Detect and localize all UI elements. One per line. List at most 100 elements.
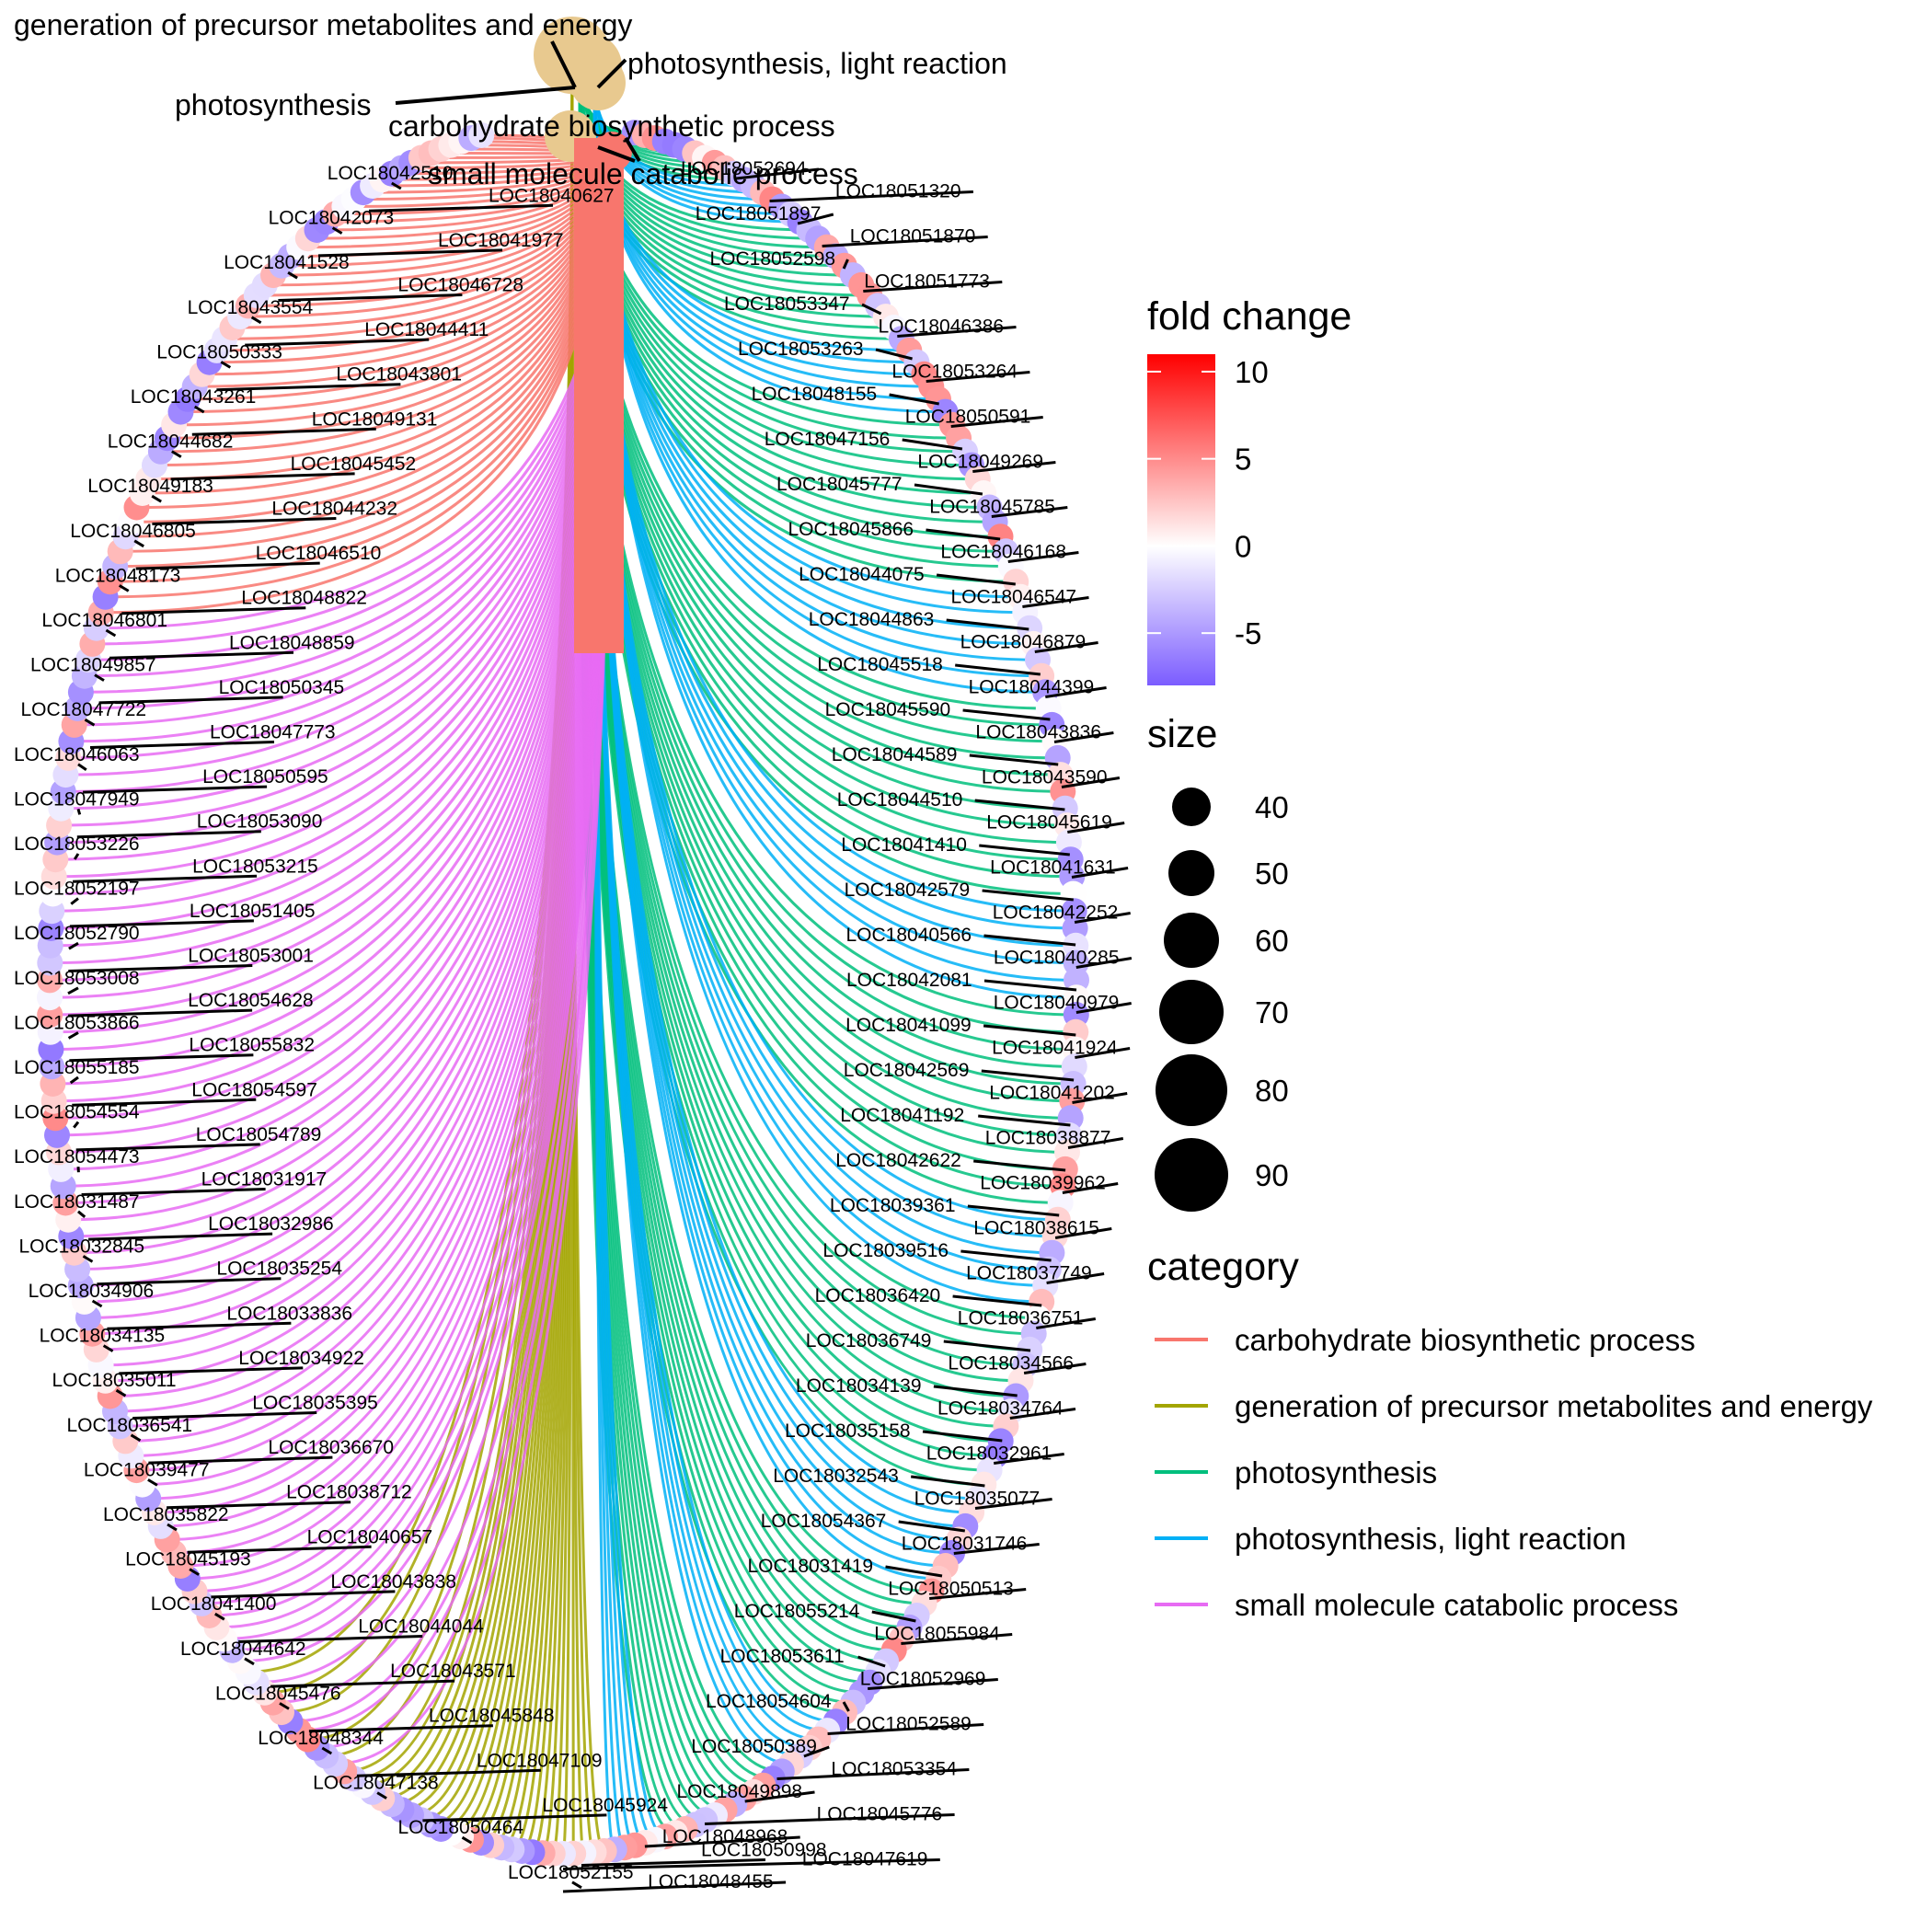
leader-line (952, 1294, 1042, 1307)
gene-label: LOC18055214 (734, 1601, 860, 1622)
leader-line (983, 979, 1077, 992)
gene-label: LOC18054604 (706, 1691, 832, 1712)
leader-line (84, 718, 96, 727)
leader-line (1067, 822, 1125, 834)
gene-label: LOC18050591 (905, 407, 1031, 428)
gene-label: LOC18044589 (832, 744, 958, 765)
gene-label: LOC18047949 (14, 788, 140, 810)
gene-label: LOC18053264 (891, 362, 1018, 383)
leader-line (744, 1790, 815, 1803)
leader-line (422, 1813, 607, 1823)
colorbar-tick-label: 5 (1235, 443, 1251, 477)
gene-label: LOC18038877 (985, 1128, 1111, 1149)
leader-line (152, 517, 337, 525)
leader-line (1062, 1182, 1119, 1194)
gene-label: LOC18032986 (208, 1213, 334, 1235)
leader-line (1045, 686, 1107, 698)
leader-line (1034, 641, 1098, 653)
gene-label: LOC18053866 (14, 1012, 140, 1033)
leader-line (562, 1880, 787, 1893)
leader-line (562, 1858, 940, 1870)
gene-label: LOC18037749 (966, 1263, 1092, 1284)
leader-line (250, 316, 262, 325)
gene-label: LOC18035011 (52, 1370, 177, 1391)
leader-line (121, 606, 306, 615)
gene-label: LOC18048822 (241, 588, 367, 609)
leader-line (842, 259, 849, 270)
size-key-dot (1164, 913, 1219, 968)
gene-label: LOC18034764 (937, 1398, 1064, 1420)
leader-line (974, 1498, 1052, 1510)
gene-label: LOC18040566 (846, 925, 972, 946)
gene-label: LOC18031487 (14, 1191, 140, 1213)
gene-label: LOC18041528 (224, 252, 350, 273)
gene-label: LOC18044642 (180, 1639, 306, 1660)
category-node (570, 55, 626, 110)
gene-label: LOC18050595 (202, 766, 328, 788)
leader-line (356, 1768, 541, 1777)
gene-label: LOC18050389 (691, 1736, 817, 1757)
gene-label: LOC18047109 (477, 1750, 603, 1771)
gene-label: LOC18032845 (19, 1236, 145, 1257)
gene-label: LOC18045452 (291, 454, 417, 475)
leader-line (868, 1678, 998, 1690)
gene-label: LOC18042073 (269, 208, 395, 229)
gene-label: LOC18053090 (197, 811, 323, 833)
gene-label: LOC18050998 (701, 1840, 827, 1861)
fold-change-legend-title: fold change (1147, 294, 1351, 339)
leader-line (953, 1543, 1040, 1555)
gene-label: LOC18035395 (252, 1393, 378, 1414)
leader-line (73, 853, 80, 860)
gene-label: LOC18047722 (21, 699, 147, 720)
gene-label: LOC18052790 (14, 923, 140, 944)
leader-line (308, 1724, 493, 1733)
leader-line (119, 1366, 304, 1375)
leader-line (102, 1344, 114, 1352)
gene-label: LOC18045193 (125, 1549, 251, 1570)
category-leader-line (624, 136, 641, 163)
leader-line (875, 348, 913, 361)
leader-line (933, 1385, 1018, 1397)
leader-line (1053, 731, 1114, 743)
leader-line (983, 1024, 1076, 1037)
leader-line (68, 1008, 253, 1018)
gene-label: LOC18047138 (313, 1773, 439, 1794)
leader-line (974, 799, 1065, 811)
gene-label: LOC18048344 (258, 1728, 384, 1749)
category-label: small molecule catabolic process (428, 157, 858, 190)
category-leader-line (550, 40, 577, 88)
leader-line (368, 203, 554, 213)
leader-line (943, 1340, 1031, 1352)
gene-label: LOC18036541 (67, 1415, 193, 1436)
gene-label: LOC18046063 (14, 744, 140, 765)
gene-label: LOC18044075 (799, 564, 925, 585)
gene-label: LOC18048173 (55, 565, 181, 586)
leader-line (81, 1188, 266, 1196)
leader-line (171, 450, 182, 458)
leader-line (898, 1520, 966, 1533)
leader-line (189, 1568, 200, 1576)
gene-label: LOC18047156 (765, 429, 891, 450)
gene-label: LOC18051870 (850, 226, 976, 247)
leader-line (581, 1858, 766, 1867)
leader-line (1075, 957, 1133, 969)
gene-label: LOC18045518 (817, 654, 943, 675)
leader-line (98, 696, 283, 705)
gene-label: LOC18054367 (761, 1511, 887, 1532)
gene-label: LOC18055185 (14, 1057, 140, 1078)
gene-label: LOC18034566 (948, 1353, 1074, 1374)
gene-label: LOC18039516 (822, 1240, 949, 1261)
leader-line (67, 1031, 79, 1040)
leader-line (1036, 1317, 1097, 1329)
gene-label: LOC18041099 (845, 1015, 972, 1036)
gene-label: LOC18035077 (914, 1489, 1041, 1510)
gene-label: LOC18045590 (825, 699, 951, 720)
leader-line (1061, 776, 1121, 788)
leader-line (842, 1701, 850, 1712)
gene-label: LOC18049269 (917, 452, 1043, 473)
size-legend-title: size (1147, 712, 1217, 756)
gene-label: LOC18044863 (809, 609, 935, 630)
gene-label: LOC18039962 (980, 1173, 1106, 1194)
gene-label: LOC18040979 (994, 993, 1120, 1014)
